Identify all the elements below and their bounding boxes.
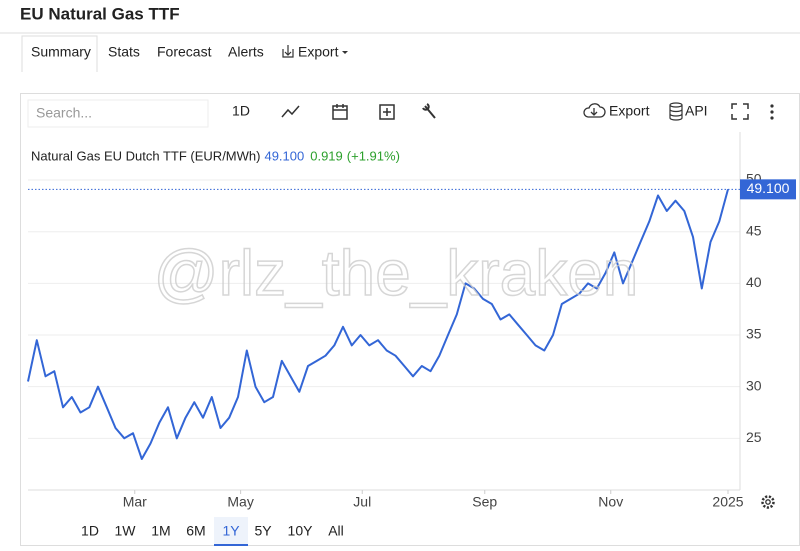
add-indicator-icon[interactable]	[379, 104, 395, 120]
chart-panel	[20, 93, 800, 546]
y-tick-label: 35	[746, 326, 762, 342]
legend-change-pct: (+1.91%)	[347, 148, 400, 163]
tab[interactable]: Alerts	[228, 44, 264, 60]
caret	[342, 51, 348, 54]
interval-button[interactable]: 1D	[232, 103, 250, 119]
range-button[interactable]: 5Y	[254, 523, 272, 539]
x-tick-label: May	[227, 494, 253, 510]
x-tick-label: Mar	[123, 494, 147, 510]
download-icon	[282, 45, 294, 58]
export-button[interactable]: Export	[609, 103, 650, 119]
x-tick-label: 2025	[712, 494, 743, 510]
tools-icon[interactable]	[422, 103, 436, 119]
x-tick-label: Jul	[353, 494, 371, 510]
tab[interactable]: Export	[298, 44, 339, 60]
api-button[interactable]: API	[685, 103, 708, 119]
range-button[interactable]: 6M	[186, 523, 205, 539]
range-button[interactable]: 1W	[115, 523, 137, 539]
legend-change: 0.919	[310, 148, 343, 163]
range-selected-bg	[214, 517, 248, 546]
export-icon[interactable]	[583, 103, 606, 118]
tabs: Summary Stats Forecast Alerts Export	[31, 44, 339, 60]
x-tick-label: Sep	[472, 494, 497, 510]
api-icon[interactable]	[669, 102, 683, 121]
y-tick-label: 45	[746, 222, 762, 238]
menu-dot[interactable]	[770, 104, 774, 108]
line-type-icon[interactable]	[281, 105, 300, 118]
menu-dot[interactable]	[770, 116, 774, 120]
tab-selected-box	[21, 35, 98, 72]
watermark: @rlz_the_kraken	[154, 237, 639, 309]
tab[interactable]: Summary	[31, 44, 91, 60]
range-button[interactable]: All	[328, 523, 344, 539]
legend-name: Natural Gas EU Dutch TTF (EUR/MWh)	[31, 148, 260, 163]
page-title: EU Natural Gas TTF	[20, 4, 180, 23]
tab[interactable]: Forecast	[157, 44, 212, 60]
last-price-label: 49.100	[747, 180, 790, 196]
range-button[interactable]: 1Y	[222, 523, 240, 539]
range-button[interactable]: 10Y	[288, 523, 314, 539]
range-button[interactable]: 1D	[81, 523, 99, 539]
settings-icon[interactable]	[761, 495, 775, 509]
search-box[interactable]	[27, 99, 209, 128]
y-tick-label: 40	[746, 274, 762, 290]
range-button[interactable]: 1M	[151, 523, 170, 539]
menu-dot[interactable]	[770, 110, 774, 114]
last-price-tag	[740, 179, 796, 200]
x-tick-label: Nov	[598, 494, 623, 510]
calendar-icon[interactable]	[332, 104, 348, 120]
fullscreen-icon[interactable]	[731, 103, 749, 120]
range-buttons: 1D 1W 1M 6M 1Y 5Y 10Y All	[81, 517, 344, 546]
price-line	[27, 189, 729, 460]
legend-value: 49.100	[264, 148, 304, 163]
y-tick-label: 30	[746, 377, 762, 393]
y-tick-label: 25	[746, 429, 762, 445]
search-placeholder[interactable]: Search...	[36, 105, 92, 121]
tab[interactable]: Stats	[108, 44, 140, 60]
